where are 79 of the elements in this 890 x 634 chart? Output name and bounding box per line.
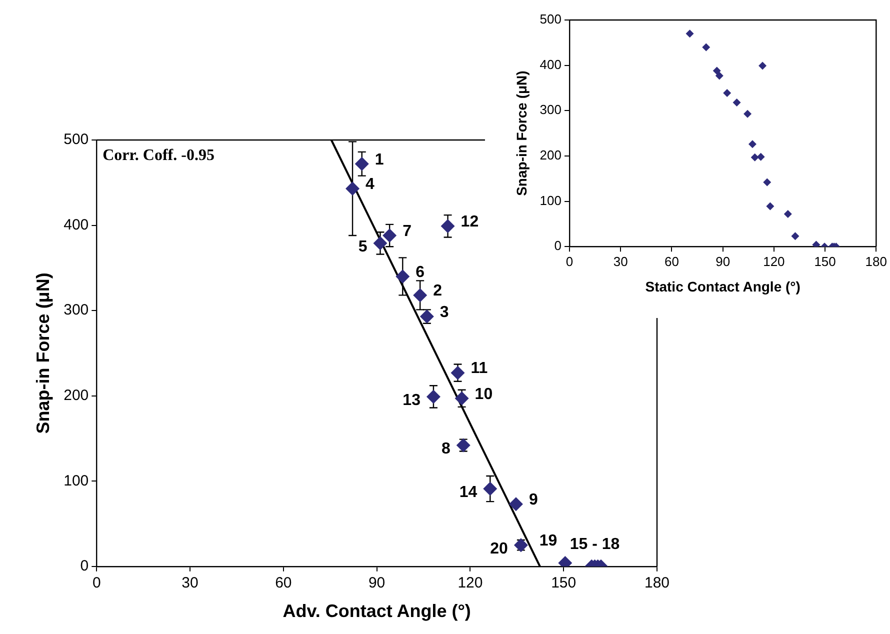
point (756, 152, 765, 161)
y-tick-label: 100 (540, 192, 562, 208)
x-tick-label: 180 (644, 574, 670, 592)
point (748, 140, 756, 148)
point (812, 240, 820, 247)
annotation: Corr. Coff. -0.95 (102, 147, 214, 164)
annotation: 3 (440, 304, 449, 321)
y-tick-label: 400 (540, 56, 562, 72)
annotation: 1 (374, 151, 384, 168)
point (483, 482, 498, 496)
point (373, 236, 388, 250)
x-tick-label: 0 (566, 254, 574, 269)
point (784, 210, 792, 218)
y-tick-label: 200 (540, 148, 562, 163)
y-axis-title: Snap-in Force (μN) (513, 70, 530, 196)
x-tick-label: 60 (664, 254, 679, 269)
point (413, 288, 428, 302)
x-tick-label: 180 (865, 254, 888, 269)
annotation: 15 - 18 (570, 536, 620, 553)
x-tick-label: 90 (368, 574, 386, 592)
x-axis-title: Static Contact Angle (°) (645, 278, 800, 294)
y-tick-label: 500 (64, 131, 89, 148)
annotation: 7 (402, 222, 412, 240)
annotation: 5 (358, 238, 368, 256)
point (686, 30, 694, 38)
annotation: 19 (539, 532, 558, 550)
annotation: 13 (402, 392, 421, 410)
point (763, 178, 772, 186)
y-axis-title: Snap-in Force (μN) (32, 272, 53, 434)
y-tick-label: 100 (64, 472, 89, 490)
point (791, 232, 800, 240)
x-tick-label: 60 (275, 574, 292, 592)
point (382, 228, 397, 243)
point (732, 98, 741, 106)
x-tick-label: 30 (613, 254, 628, 269)
annotation: 4 (366, 176, 375, 194)
x-tick-label: 90 (716, 254, 730, 269)
point (712, 66, 721, 75)
annotation: 14 (459, 484, 478, 502)
point (440, 219, 455, 234)
x-axis-title: Adv. Contact Angle (°) (282, 601, 471, 622)
point (420, 310, 434, 324)
annotation: 20 (490, 540, 508, 558)
point (346, 182, 360, 196)
point (396, 269, 410, 284)
point (766, 202, 774, 210)
point (750, 153, 759, 162)
y-tick-label: 300 (64, 302, 89, 319)
point (426, 390, 440, 404)
point (702, 43, 710, 52)
y-tick-label: 200 (64, 386, 89, 404)
x-tick-label: 30 (182, 574, 198, 592)
point (514, 538, 528, 552)
annotation: 9 (528, 492, 538, 509)
y-tick-label: 500 (540, 12, 562, 27)
y-tick-label: 0 (80, 558, 89, 575)
point (744, 110, 752, 118)
annotation: 8 (441, 440, 450, 458)
point (715, 72, 724, 80)
point (456, 438, 470, 452)
point (454, 391, 469, 406)
x-tick-label: 120 (458, 574, 483, 592)
point (508, 497, 523, 512)
x-tick-label: 0 (92, 574, 101, 592)
y-tick-label: 300 (540, 102, 562, 118)
point (354, 156, 369, 171)
x-tick-label: 150 (551, 574, 576, 592)
annotation: 6 (416, 264, 425, 281)
annotation: 12 (460, 214, 479, 231)
annotation: 2 (433, 282, 442, 300)
annotation: 11 (470, 360, 488, 378)
y-tick-label: 0 (554, 238, 562, 254)
x-tick-label: 120 (763, 254, 785, 269)
annotation: 10 (474, 386, 493, 403)
y-tick-label: 400 (64, 216, 89, 234)
point (450, 366, 465, 380)
point (723, 88, 732, 97)
x-tick-label: 150 (814, 254, 836, 269)
point (758, 62, 767, 70)
